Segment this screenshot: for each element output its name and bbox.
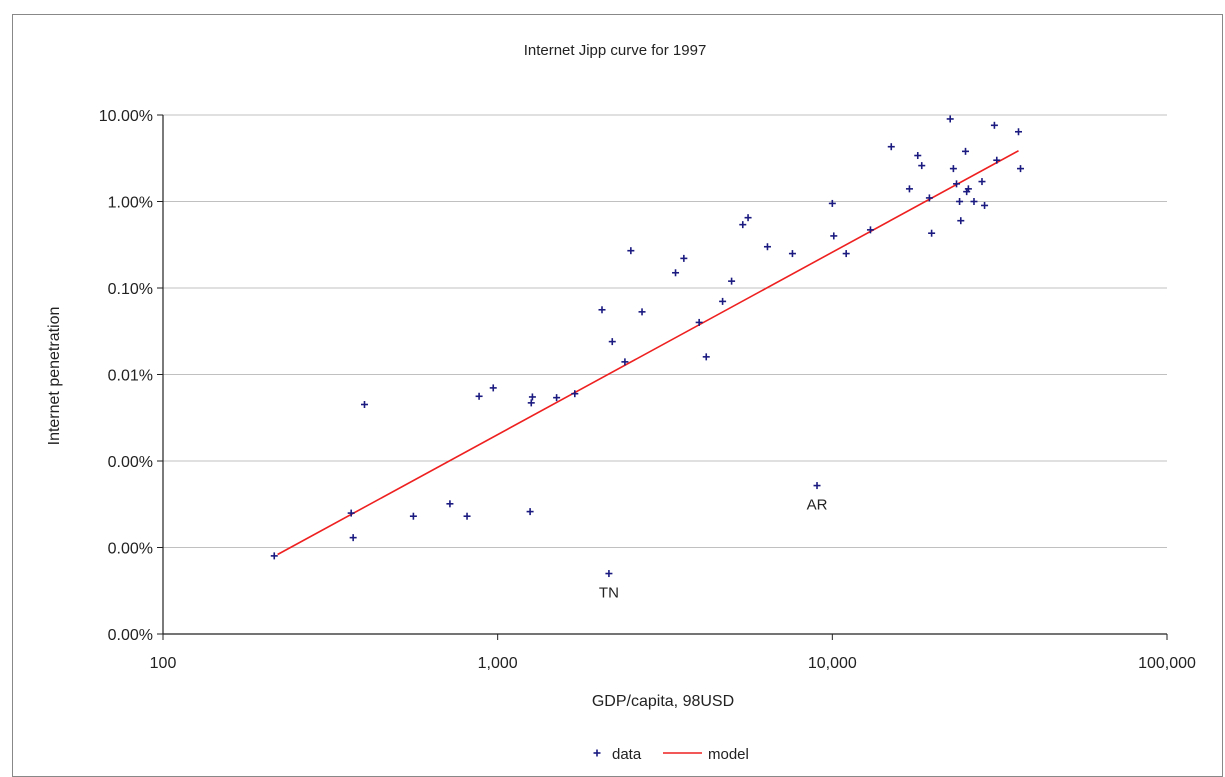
y-tick-label: 0.00% [108,627,153,644]
data-point [842,250,850,258]
y-axis-label: Internet penetration [46,307,63,446]
data-point [914,152,922,160]
x-tick-label: 100,000 [1138,655,1196,672]
data-point [528,393,536,401]
data-point [788,250,796,258]
x-tick-label: 10,000 [808,655,857,672]
data-point [962,147,970,155]
data-point [695,318,703,326]
y-tick-label: 10.00% [99,108,153,125]
data-point [347,509,355,517]
data-point [956,198,964,205]
data-point [526,508,534,516]
model-series [277,150,1019,556]
data-point [813,482,821,490]
gridlines [163,114,1167,548]
data-point [638,308,646,316]
axes [157,114,1168,640]
data-point [475,392,483,400]
data-point [744,214,752,222]
data-point [608,338,616,346]
data-point [1015,128,1023,136]
chart-title: Internet Jipp curve for 1997 [524,42,707,59]
data-point [360,400,368,408]
legend-data-plus [593,749,601,757]
model-line [277,150,1019,556]
data-point [702,353,710,361]
data-point [953,180,961,188]
data-point [621,358,629,366]
y-tick-label: 1.00% [108,195,153,212]
y-tick-labels: 0.00% 0.00% 0.00% 0.01% 0.10% 1.00% 10.00% [99,108,153,644]
y-tick-label: 0.00% [108,454,153,471]
data-point [680,254,688,262]
data-point [970,198,978,205]
data-point [598,306,606,314]
data-point [672,269,680,277]
x-tick-labels: 100 1,000 10,000 100,000 [150,655,1196,672]
data-point [728,277,736,285]
data-series [270,115,1025,578]
data-point [866,226,874,234]
y-tick-label: 0.10% [108,281,153,298]
data-point [918,162,926,170]
x-axis-label: GDP/capita, 98USD [592,693,734,710]
legend-data-marker [593,749,601,757]
data-point [605,570,613,578]
chart-area-border [12,14,1223,777]
data-point [949,165,957,173]
x-tick-label: 100 [150,655,177,672]
legend-data-label: data [612,746,642,763]
data-point [463,512,471,520]
data-point [489,384,497,392]
legend: data model [593,746,749,763]
data-point [1017,165,1025,173]
data-point [964,185,972,193]
data-point [553,394,561,402]
data-point [925,194,933,202]
annotation-label: TN [599,585,619,602]
data-point [828,199,836,207]
data-point [349,534,357,542]
y-tick-label: 0.01% [108,368,153,385]
y-tick-label: 0.00% [108,541,153,558]
data-point [627,247,635,255]
data-point [763,243,771,251]
data-point [993,156,1001,164]
data-point [830,232,838,240]
x-tick-label: 1,000 [478,655,518,672]
data-point [978,178,986,186]
data-point [990,121,998,129]
data-point [887,143,895,151]
data-point [739,221,747,229]
data-point [719,297,727,305]
legend-model-label: model [708,746,749,763]
data-point [957,217,965,225]
annotations: AR TN [599,497,828,602]
data-point [571,390,579,398]
data-point [928,229,936,237]
data-point [446,500,454,508]
data-point [270,552,278,560]
annotation-label: AR [807,497,828,514]
data-point [409,512,417,520]
data-point [527,399,535,407]
data-point [946,115,954,123]
data-point [981,201,989,209]
data-point [905,185,913,193]
